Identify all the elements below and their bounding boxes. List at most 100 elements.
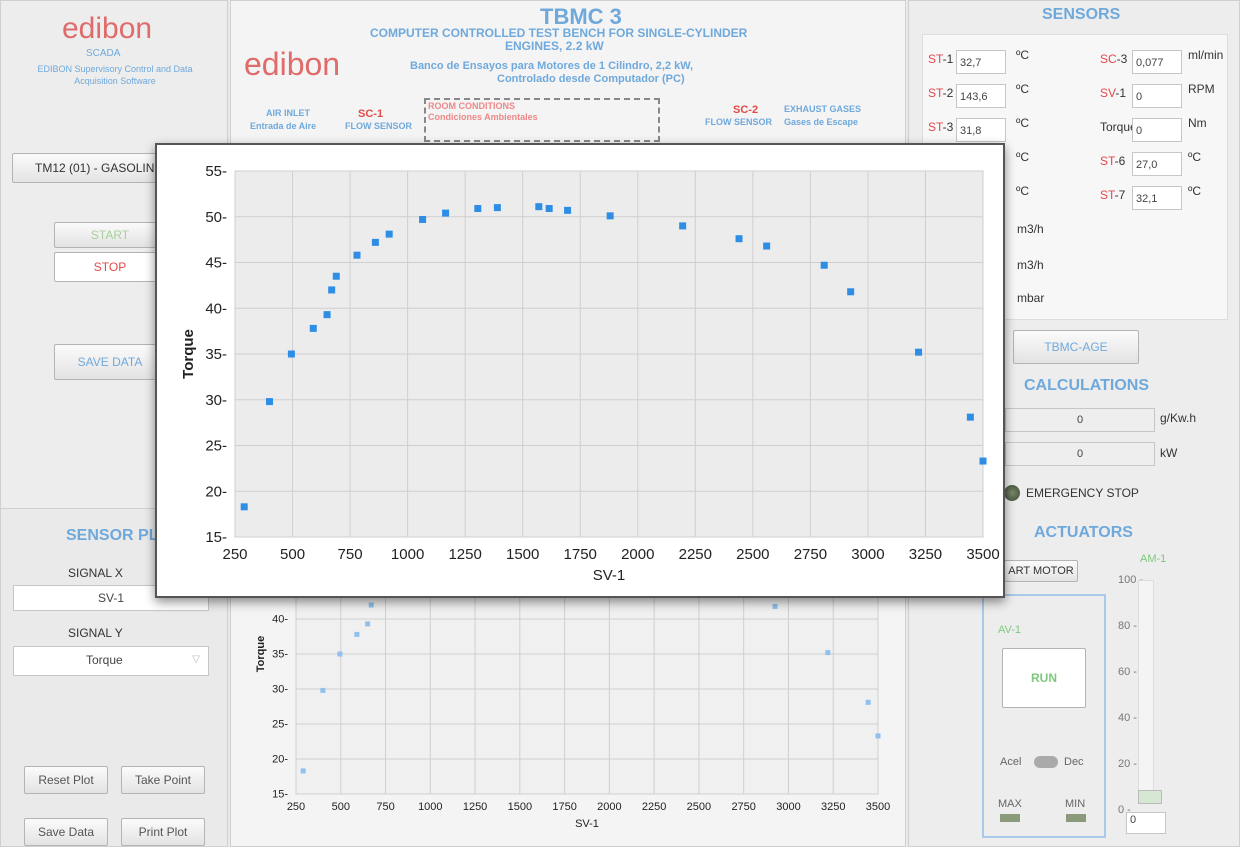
data-point xyxy=(328,286,336,294)
sensor-value: 0 xyxy=(1132,84,1182,108)
y-axis-label: Torque xyxy=(255,636,267,672)
subtitle-en-1: COMPUTER CONTROLLED TEST BENCH FOR SINGL… xyxy=(370,26,748,40)
sensors-title: SENSORS xyxy=(1042,6,1121,23)
tbmc-age-button[interactable]: TBMC-AGE xyxy=(1013,330,1139,364)
logo: edibon xyxy=(62,12,153,45)
unit-mbar: mbar xyxy=(1017,291,1045,305)
data-point xyxy=(865,699,871,705)
plot-area xyxy=(295,596,879,795)
data-point xyxy=(309,324,317,332)
x-tick-label: 3250 xyxy=(821,801,845,813)
stop-button[interactable]: STOP xyxy=(54,252,166,282)
sensor-unit: ºC xyxy=(1016,150,1030,164)
data-point xyxy=(875,733,881,739)
sensor-unit: ºC xyxy=(1016,184,1030,198)
am1-value-input[interactable]: 0 xyxy=(1126,812,1166,834)
min-led-icon xyxy=(1066,814,1086,822)
sensor-unit: ºC xyxy=(1188,150,1202,164)
x-tick-label: 2500 xyxy=(687,801,711,813)
save-data-button[interactable]: SAVE DATA xyxy=(54,344,166,380)
y-axis-label: Torque xyxy=(180,329,197,379)
x-axis-label: SV-1 xyxy=(593,567,626,584)
data-point xyxy=(240,503,248,511)
y-tick-label: 50- xyxy=(205,209,227,226)
min-label: MIN xyxy=(1065,798,1086,810)
x-tick-label: 1750 xyxy=(564,546,597,563)
data-point xyxy=(300,768,306,774)
sensor-unit: ºC xyxy=(1016,82,1030,96)
signal-x-label: SIGNAL X xyxy=(68,566,123,580)
sensor-label: ST-1 xyxy=(928,52,954,66)
sensor-value: 32,1 xyxy=(1132,186,1182,210)
sensor-unit: ºC xyxy=(1016,116,1030,130)
x-tick-label: 2750 xyxy=(731,801,755,813)
sensor-label: SC-3 xyxy=(1100,52,1128,66)
data-point xyxy=(535,203,543,211)
sensor-label: Torque xyxy=(1100,120,1137,134)
y-tick-label: 55- xyxy=(205,163,227,180)
sensor-value: 32,7 xyxy=(956,50,1006,74)
x-tick-label: 1500 xyxy=(508,801,532,813)
sensor-unit: ºC xyxy=(1188,184,1202,198)
av1-label: AV-1 xyxy=(998,624,1022,636)
sensor-value: 27,0 xyxy=(1132,152,1182,176)
calculations-title: CALCULATIONS xyxy=(1024,377,1150,394)
x-tick-label: 2000 xyxy=(621,546,654,563)
sensor-label: SV-1 xyxy=(1100,86,1127,100)
subtitle-es-1: Banco de Ensayos para Motores de 1 Cilin… xyxy=(410,60,694,72)
reset-plot-button[interactable]: Reset Plot xyxy=(24,766,108,794)
y-tick-label: 25- xyxy=(272,719,288,731)
take-point-button[interactable]: Take Point xyxy=(121,766,205,794)
data-point xyxy=(493,204,501,212)
y-tick-label: 40- xyxy=(272,614,288,626)
signal-y-select[interactable]: Torque ▽ xyxy=(13,646,209,676)
x-tick-label: 3000 xyxy=(776,801,800,813)
x-tick-label: 1500 xyxy=(506,546,539,563)
subtitle-en-2: ENGINES, 2.2 kW xyxy=(505,39,604,53)
calc-unit-1: g/Kw.h xyxy=(1160,411,1197,425)
y-tick-label: 35- xyxy=(205,346,227,363)
subtitle-es-2: Controlado desde Computador (PC) xyxy=(497,73,685,85)
sc2-flow-label: FLOW SENSOR xyxy=(705,117,772,127)
sensor-unit: Nm xyxy=(1188,116,1207,130)
am1-tick-label: 80 - xyxy=(1118,620,1137,632)
sc1-flow-label: FLOW SENSOR xyxy=(345,121,412,131)
start-motor-button[interactable]: ART MOTOR xyxy=(1004,560,1078,582)
y-tick-label: 20- xyxy=(205,483,227,500)
y-tick-label: 25- xyxy=(205,438,227,455)
data-point xyxy=(320,687,326,693)
print-plot-button[interactable]: Print Plot xyxy=(121,818,205,846)
am1-slider-thumb[interactable] xyxy=(1138,790,1162,804)
sensor-unit: ºC xyxy=(1016,48,1030,62)
data-point xyxy=(966,413,974,421)
y-tick-label: 30- xyxy=(205,392,227,409)
max-led-icon xyxy=(1000,814,1020,822)
y-tick-label: 40- xyxy=(205,300,227,317)
run-button[interactable]: RUN xyxy=(1002,648,1086,708)
acel-label: Acel xyxy=(1000,756,1022,768)
calc-unit-2: kW xyxy=(1160,446,1178,460)
av1-frame xyxy=(982,594,1106,838)
sensor-label: ST-7 xyxy=(1100,188,1126,202)
air-inlet-es-label: Entrada de Aire xyxy=(250,121,317,131)
am1-slider-track[interactable] xyxy=(1138,580,1154,802)
unit-m3h-2: m3/h xyxy=(1017,258,1044,272)
data-point xyxy=(442,209,450,217)
module-selector[interactable]: TM12 (01) - GASOLIN xyxy=(12,153,172,183)
x-tick-label: 750 xyxy=(338,546,363,563)
am1-tick-label: 40 - xyxy=(1118,712,1137,724)
data-point xyxy=(979,457,987,465)
room-conditions-es-label: Condiciones Ambientales xyxy=(428,112,538,122)
signal-y-label: SIGNAL Y xyxy=(68,626,123,640)
data-point xyxy=(820,261,828,269)
acel-dec-toggle[interactable] xyxy=(1034,756,1058,768)
start-button[interactable]: START xyxy=(54,222,166,248)
y-tick-label: 15- xyxy=(272,789,288,801)
data-point xyxy=(337,651,343,657)
data-point xyxy=(606,212,614,220)
x-tick-label: 750 xyxy=(376,801,394,813)
data-point xyxy=(323,311,331,319)
sensor-value: 143,6 xyxy=(956,84,1006,108)
save-data-plot-button[interactable]: Save Data xyxy=(24,818,108,846)
sensor-unit: RPM xyxy=(1188,82,1215,96)
